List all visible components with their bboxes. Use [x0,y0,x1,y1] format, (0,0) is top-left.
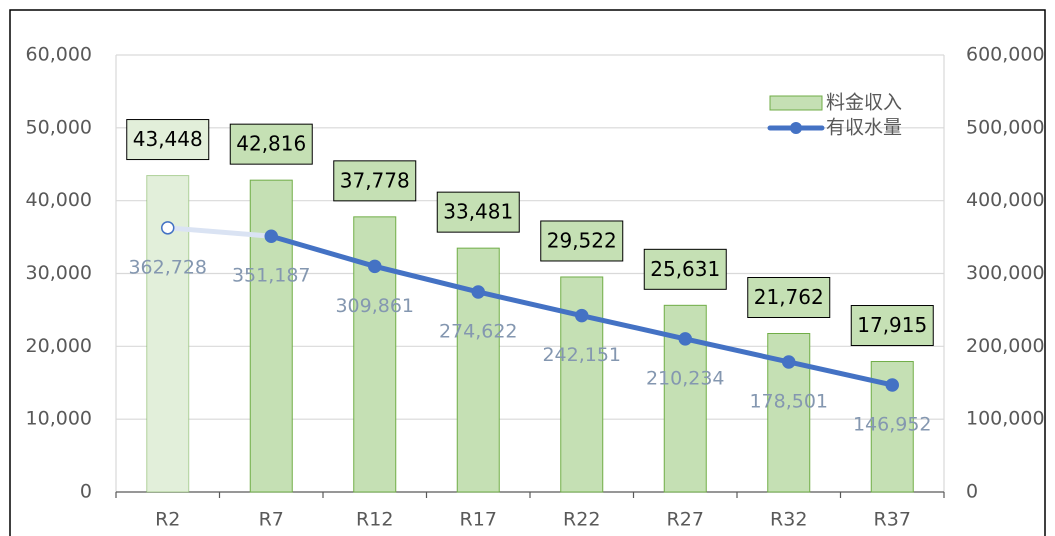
x-tick-label: R32 [770,509,807,531]
data-label-box [850,305,934,347]
legend-marker [790,122,802,134]
data-label: 146,952 [853,413,932,435]
y-tick-label: 20,000 [26,335,92,357]
legend-label: 料金収入 [826,92,902,114]
data-label-box [333,160,417,202]
y2-tick-label: 500,000 [966,116,1045,138]
line-marker [575,308,589,323]
x-tick-label: R27 [667,509,704,531]
data-label-box [436,191,520,233]
data-label: 309,861 [335,295,414,317]
y-tick-label: 0 [80,481,92,503]
data-label: 17,915 [857,313,927,337]
data-label-box [126,119,210,161]
data-label: 33,481 [443,200,513,224]
data-label: 43,448 [133,127,203,151]
bar [249,179,293,493]
x-tick-label: R37 [874,509,911,531]
y2-tick-label: 0 [966,481,978,503]
data-label-box [540,220,624,262]
y-tick-label: 60,000 [26,44,92,66]
y2-tick-label: 200,000 [966,335,1045,357]
y-tick-label: 10,000 [26,408,92,430]
data-label: 21,762 [754,285,824,309]
line-marker [264,229,278,243]
y2-tick-label: 100,000 [966,408,1045,430]
line-marker [782,355,796,369]
x-tick-label: R22 [563,509,600,531]
line-segment [165,225,274,239]
x-tick-label: R2 [155,509,180,531]
y2-tick-label: 600,000 [966,44,1045,66]
data-label-box [229,123,313,165]
line-segment [475,289,585,319]
y-tick-label: 30,000 [26,262,92,284]
data-label: 42,816 [236,132,306,156]
line-marker [368,259,382,274]
line-segment [579,313,688,342]
line-marker [471,285,485,299]
data-label: 351,187 [232,265,311,287]
line-segment [682,336,792,365]
y2-tick-label: 300,000 [966,262,1045,284]
data-label: 362,728 [128,256,207,278]
line-marker [885,378,899,392]
line-marker [678,332,692,346]
bar [353,216,397,493]
data-label: 37,778 [340,168,410,192]
data-label: 29,522 [547,228,617,252]
x-tick-label: R12 [356,509,393,531]
line-segment [786,359,895,388]
data-label: 210,234 [646,367,725,389]
legend-swatch [769,95,823,111]
x-tick-label: R7 [259,509,284,531]
y-tick-label: 50,000 [26,116,92,138]
data-label-box [747,277,831,319]
x-tick-label: R17 [460,509,497,531]
data-label: 25,631 [650,257,720,281]
bar [456,247,500,493]
line-segment [268,233,378,269]
data-label-box [643,248,727,290]
y-tick-label: 40,000 [26,189,92,211]
data-label: 242,151 [542,344,621,366]
line-marker [161,221,175,235]
data-label: 274,622 [439,320,518,342]
y2-tick-label: 400,000 [966,189,1045,211]
legend-label: 有収水量 [826,117,902,139]
data-label: 178,501 [749,390,828,412]
line-segment [372,263,481,295]
